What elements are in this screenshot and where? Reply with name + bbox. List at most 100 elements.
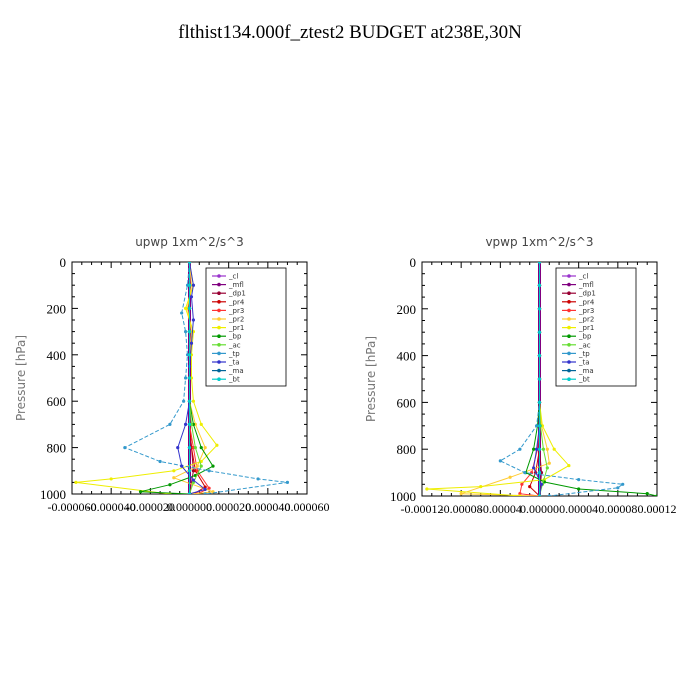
x-tick-label: -0.000040 [87, 500, 136, 514]
legend-marker [217, 291, 221, 296]
x-tick-label: -0.00012 [401, 502, 444, 516]
panel-title: upwp 1xm^2/s^3 [135, 235, 244, 249]
data-point-tp [577, 478, 581, 482]
data-point-bt [187, 446, 192, 450]
x-tick-label: -0.000020 [126, 500, 175, 514]
legend-marker [567, 308, 571, 313]
data-point-pr2 [547, 461, 551, 465]
legend-label: _bp [578, 333, 592, 341]
legend-label: _dp1 [228, 290, 246, 298]
data-point-pr4 [528, 485, 532, 489]
legend-label: _mfl [578, 281, 594, 289]
series-line-pr1 [75, 262, 218, 494]
legend: _cl_mfl_dp1_pr4_pr3_pr2_pr1_bp_ac_tp_ta_… [205, 267, 287, 387]
data-point-bt [537, 283, 542, 287]
data-point-ac [545, 466, 549, 470]
data-point-pr1 [567, 463, 571, 468]
legend-label: _ta [228, 359, 240, 367]
y-tick-label: 0 [410, 255, 417, 270]
x-tick-label: 0.00000 [520, 502, 559, 516]
data-point-pr1 [425, 487, 429, 491]
data-point-tp [547, 494, 551, 496]
legend-label: _ma [228, 367, 244, 375]
y-axis-label: Pressure [hPa] [14, 335, 28, 421]
data-point-tp [616, 486, 620, 490]
data-point-ta [191, 478, 196, 482]
data-point-pr1 [479, 485, 483, 489]
data-point-ta [189, 295, 194, 299]
data-point-bt [537, 447, 542, 451]
data-point-tp [158, 459, 162, 464]
data-point-pr1 [172, 469, 176, 473]
data-point-pr2 [508, 475, 512, 479]
data-point-pr2 [459, 492, 463, 496]
data-point-pr2 [545, 447, 549, 451]
y-tick-label: 1000 [40, 487, 66, 502]
legend: _cl_mfl_dp1_pr4_pr3_pr2_pr1_bp_ac_tp_ta_… [555, 267, 637, 387]
data-point-ta [203, 487, 207, 491]
data-point-ta [189, 341, 194, 345]
chart-panel-2: vpwp 1xm^2/s^3 Pressure [hPa] 0 200 400 600 80… [364, 235, 677, 516]
data-point-tp [168, 422, 172, 426]
data-point-pr1 [191, 399, 196, 403]
legend-marker [217, 368, 221, 373]
x-tick-label: -0.00008 [440, 502, 483, 516]
data-point-pr1 [199, 422, 203, 426]
legend-label: _pr1 [578, 324, 594, 332]
data-point-bp [138, 490, 143, 494]
y-tick-label: 800 [47, 441, 67, 456]
data-point-bp [211, 464, 215, 468]
legend-label: _mfl [228, 281, 244, 289]
legend-marker [567, 351, 571, 356]
legend-marker [567, 282, 571, 287]
data-point-tp [534, 424, 539, 428]
data-point-bt [187, 492, 192, 494]
data-point-ta [532, 466, 536, 470]
data-point-ac [199, 464, 203, 468]
legend-label: _pr1 [228, 324, 244, 332]
data-point-bt [537, 354, 542, 358]
legend-label: _tp [228, 350, 240, 358]
data-point-bt [537, 471, 542, 475]
data-point-bt [187, 469, 192, 473]
series-line-tp [123, 262, 288, 494]
data-point-pr1 [552, 447, 556, 451]
legend-label: _pr4 [578, 298, 595, 306]
legend-marker [217, 343, 221, 347]
data-point-bt [187, 330, 192, 334]
data-point-pr3 [207, 486, 211, 490]
x-tick-label: 0.00008 [598, 502, 637, 516]
legend-label: _pr3 [578, 307, 594, 315]
data-point-ac [191, 480, 196, 484]
data-point-pr1 [215, 443, 219, 447]
legend-label: _bt [578, 376, 590, 384]
data-point-pr1 [183, 306, 188, 310]
data-point-tp [498, 459, 502, 463]
legend-label: _pr3 [228, 307, 244, 315]
legend-label: _tp [578, 350, 590, 358]
legend-marker [217, 325, 221, 330]
legend-marker [217, 308, 221, 313]
data-point-bt [537, 424, 542, 428]
data-point-bp [645, 492, 649, 496]
series-line-pr1 [426, 262, 570, 496]
data-point-pr3 [520, 482, 524, 486]
data-point-bt [187, 399, 192, 403]
legend-marker [567, 343, 571, 347]
legend-label: _ta [578, 359, 590, 367]
x-tick-label: 0.00004 [559, 502, 598, 516]
y-tick-label: 0 [60, 255, 67, 270]
x-tick-label: 0.00012 [638, 502, 677, 516]
legend-marker [567, 325, 571, 330]
data-point-bt [187, 262, 192, 264]
data-point-bt [537, 377, 542, 381]
data-point-tp [256, 477, 260, 481]
legend-marker [217, 351, 221, 356]
data-point-bt [537, 262, 542, 264]
data-point-bt [537, 307, 542, 311]
x-tick-label: -0.000060 [48, 500, 97, 514]
data-point-pr1 [518, 494, 522, 496]
legend-marker [567, 334, 571, 339]
data-point-bp [577, 487, 581, 491]
